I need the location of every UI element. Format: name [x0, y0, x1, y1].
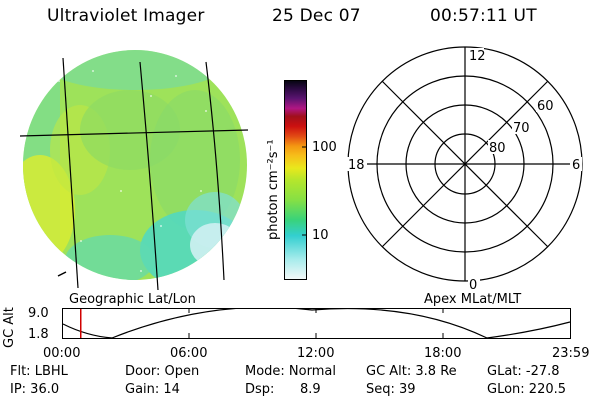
mlt-label-12: 12: [469, 49, 486, 64]
mode-status: Mode: Normal: [245, 364, 336, 379]
mlat-label-80: 80: [489, 141, 506, 156]
dsp-status-label: Dsp:: [245, 382, 275, 397]
apex-caption: Apex MLat/MLT: [424, 292, 522, 307]
mlat-mlt-polar-grid: 12 18 6 0 60 70 80: [347, 46, 583, 290]
mlat-label-60: 60: [537, 99, 554, 114]
altitude-max-label: 9.0: [28, 306, 49, 321]
instrument-title: Ultraviolet Imager: [47, 6, 205, 26]
mlt-label-18: 18: [348, 158, 365, 173]
dsp-status-value: 8.9: [300, 382, 321, 397]
altitude-axis-label: GC Alt: [2, 307, 17, 348]
mlt-label-6: 6: [572, 158, 580, 173]
filter-status: Flt: LBHL: [10, 364, 68, 379]
glon-status: GLon: 220.5: [487, 382, 567, 397]
door-status: Door: Open: [125, 364, 200, 379]
color-scale-bar: [284, 80, 307, 280]
time-tick-1: 06:00: [170, 346, 208, 361]
date-label: 25 Dec 07: [272, 6, 361, 26]
mlt-label-0: 0: [469, 278, 477, 290]
glat-status: GLat: -27.8: [487, 364, 560, 379]
time-tick-2: 12:00: [297, 346, 335, 361]
gain-status: Gain: 14: [125, 382, 180, 397]
tick-mark: [57, 271, 67, 277]
mlat-label-70: 70: [513, 121, 530, 136]
colorbar-unit-label: photon cm⁻²s⁻¹: [266, 139, 281, 240]
earth-image: [19, 50, 249, 290]
time-label: 00:57:11 UT: [430, 6, 537, 26]
seq-status: Seq: 39: [366, 382, 416, 397]
altitude-curve: [62, 308, 571, 339]
colorbar-tick-10: 10: [312, 228, 329, 243]
time-tick-3: 18:00: [424, 346, 462, 361]
time-tick-4: 23:59: [552, 346, 590, 361]
ip-status: IP: 36.0: [10, 382, 60, 397]
altitude-plot: [62, 308, 571, 339]
geographic-grid: [19, 57, 249, 290]
colorbar-tick-100: 100: [312, 140, 337, 155]
geographic-caption: Geographic Lat/Lon: [69, 292, 196, 307]
time-tick-0: 00:00: [43, 346, 81, 361]
altitude-min-label: 1.8: [28, 327, 49, 342]
gc-alt-status: GC Alt: 3.8 Re: [366, 364, 457, 379]
